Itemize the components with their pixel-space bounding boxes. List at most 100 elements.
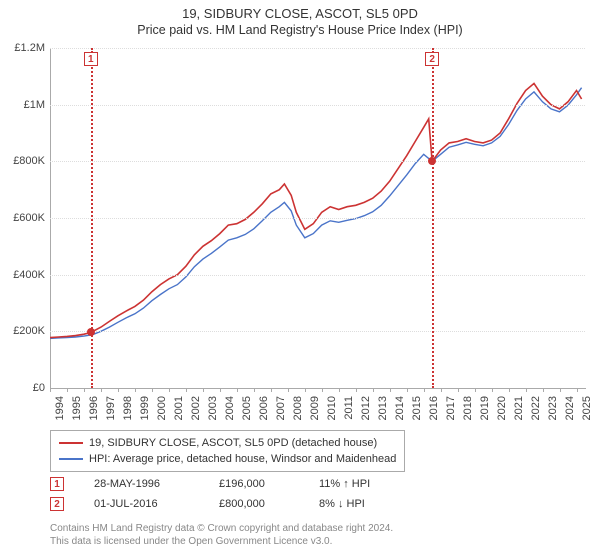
legend-row-hpi: HPI: Average price, detached house, Wind…	[59, 451, 396, 467]
xtick-label: 1999	[139, 396, 151, 420]
xtick-label: 2020	[496, 396, 508, 420]
xtick-mark	[526, 388, 527, 392]
line-hpi	[50, 88, 582, 339]
sale-price: £800,000	[219, 498, 289, 510]
xtick-label: 2008	[292, 396, 304, 420]
legend-label-property: 19, SIDBURY CLOSE, ASCOT, SL5 0PD (detac…	[89, 437, 377, 449]
sale-date: 28-MAY-1996	[94, 478, 189, 490]
xtick-label: 2016	[428, 396, 440, 420]
xtick-label: 2024	[564, 396, 576, 420]
xtick-mark	[475, 388, 476, 392]
xtick-label: 2012	[360, 396, 372, 420]
sale-price: £196,000	[219, 478, 289, 490]
sale-dot	[428, 157, 436, 165]
xtick-label: 2015	[411, 396, 423, 420]
xtick-label: 2014	[394, 396, 406, 420]
xtick-mark	[407, 388, 408, 392]
sale-marker: 1	[50, 477, 64, 491]
ytick-label: £800K	[13, 155, 45, 167]
gridline	[50, 331, 585, 332]
xtick-mark	[543, 388, 544, 392]
gridline	[50, 48, 585, 49]
xtick-label: 2013	[377, 396, 389, 420]
xtick-label: 2018	[462, 396, 474, 420]
ytick-label: £600K	[13, 212, 45, 224]
sales-table: 1 28-MAY-1996 £196,000 11% ↑ HPI 2 01-JUL-201…	[50, 474, 370, 514]
xtick-mark	[577, 388, 578, 392]
xtick-label: 2025	[581, 396, 593, 420]
sale-marker: 2	[50, 497, 64, 511]
chart-container: 19, SIDBURY CLOSE, ASCOT, SL5 0PD Price …	[0, 0, 600, 560]
xtick-mark	[441, 388, 442, 392]
legend-swatch-hpi	[59, 458, 83, 460]
xtick-label: 2019	[479, 396, 491, 420]
legend-label-hpi: HPI: Average price, detached house, Wind…	[89, 453, 396, 465]
xtick-mark	[101, 388, 102, 392]
footer-line1: Contains HM Land Registry data © Crown c…	[50, 522, 393, 535]
xtick-label: 2023	[547, 396, 559, 420]
xtick-mark	[186, 388, 187, 392]
xtick-mark	[492, 388, 493, 392]
ytick-label: £400K	[13, 269, 45, 281]
sale-dot	[87, 328, 95, 336]
xtick-mark	[305, 388, 306, 392]
xtick-mark	[322, 388, 323, 392]
xtick-mark	[84, 388, 85, 392]
sale-date: 01-JUL-2016	[94, 498, 189, 510]
xtick-label: 2004	[224, 396, 236, 420]
sale-hpi: 8% ↓ HPI	[319, 498, 365, 510]
xtick-label: 2022	[530, 396, 542, 420]
xtick-label: 1998	[122, 396, 134, 420]
ytick-label: £0	[33, 382, 45, 394]
xtick-mark	[390, 388, 391, 392]
sale-vline	[91, 48, 93, 388]
xtick-label: 2002	[190, 396, 202, 420]
xtick-label: 1996	[88, 396, 100, 420]
xtick-mark	[152, 388, 153, 392]
xtick-label: 1995	[71, 396, 83, 420]
xtick-mark	[356, 388, 357, 392]
xtick-mark	[271, 388, 272, 392]
xtick-mark	[424, 388, 425, 392]
xtick-label: 2009	[309, 396, 321, 420]
xtick-mark	[203, 388, 204, 392]
gridline	[50, 275, 585, 276]
footer-line2: This data is licensed under the Open Gov…	[50, 535, 393, 548]
xtick-label: 1994	[54, 396, 66, 420]
xtick-mark	[237, 388, 238, 392]
xtick-mark	[67, 388, 68, 392]
ytick-label: £1M	[24, 99, 45, 111]
xtick-label: 2006	[258, 396, 270, 420]
gridline	[50, 161, 585, 162]
xtick-mark	[509, 388, 510, 392]
xtick-label: 2005	[241, 396, 253, 420]
xtick-mark	[458, 388, 459, 392]
xtick-mark	[135, 388, 136, 392]
sales-row: 2 01-JUL-2016 £800,000 8% ↓ HPI	[50, 494, 370, 514]
legend-row-property: 19, SIDBURY CLOSE, ASCOT, SL5 0PD (detac…	[59, 435, 396, 451]
ytick-label: £1.2M	[14, 42, 45, 54]
xtick-label: 2003	[207, 396, 219, 420]
xtick-mark	[373, 388, 374, 392]
xtick-label: 2021	[513, 396, 525, 420]
xtick-mark	[339, 388, 340, 392]
ytick-label: £200K	[13, 325, 45, 337]
sale-hpi: 11% ↑ HPI	[319, 478, 370, 490]
xtick-label: 2007	[275, 396, 287, 420]
title-address: 19, SIDBURY CLOSE, ASCOT, SL5 0PD	[0, 6, 600, 21]
xtick-label: 2001	[173, 396, 185, 420]
legend: 19, SIDBURY CLOSE, ASCOT, SL5 0PD (detac…	[50, 430, 405, 472]
title-subtitle: Price paid vs. HM Land Registry's House …	[0, 23, 600, 37]
line-property	[50, 83, 582, 337]
xtick-mark	[220, 388, 221, 392]
xtick-mark	[118, 388, 119, 392]
xtick-mark	[169, 388, 170, 392]
sale-vline	[432, 48, 434, 388]
xtick-label: 2000	[156, 396, 168, 420]
xtick-mark	[50, 388, 51, 392]
footer: Contains HM Land Registry data © Crown c…	[50, 522, 393, 548]
legend-swatch-property	[59, 442, 83, 444]
xtick-mark	[254, 388, 255, 392]
chart-area: £0£200K£400K£600K£800K£1M£1.2M1994199519…	[50, 48, 585, 388]
sale-marker-on-chart: 2	[425, 52, 439, 66]
